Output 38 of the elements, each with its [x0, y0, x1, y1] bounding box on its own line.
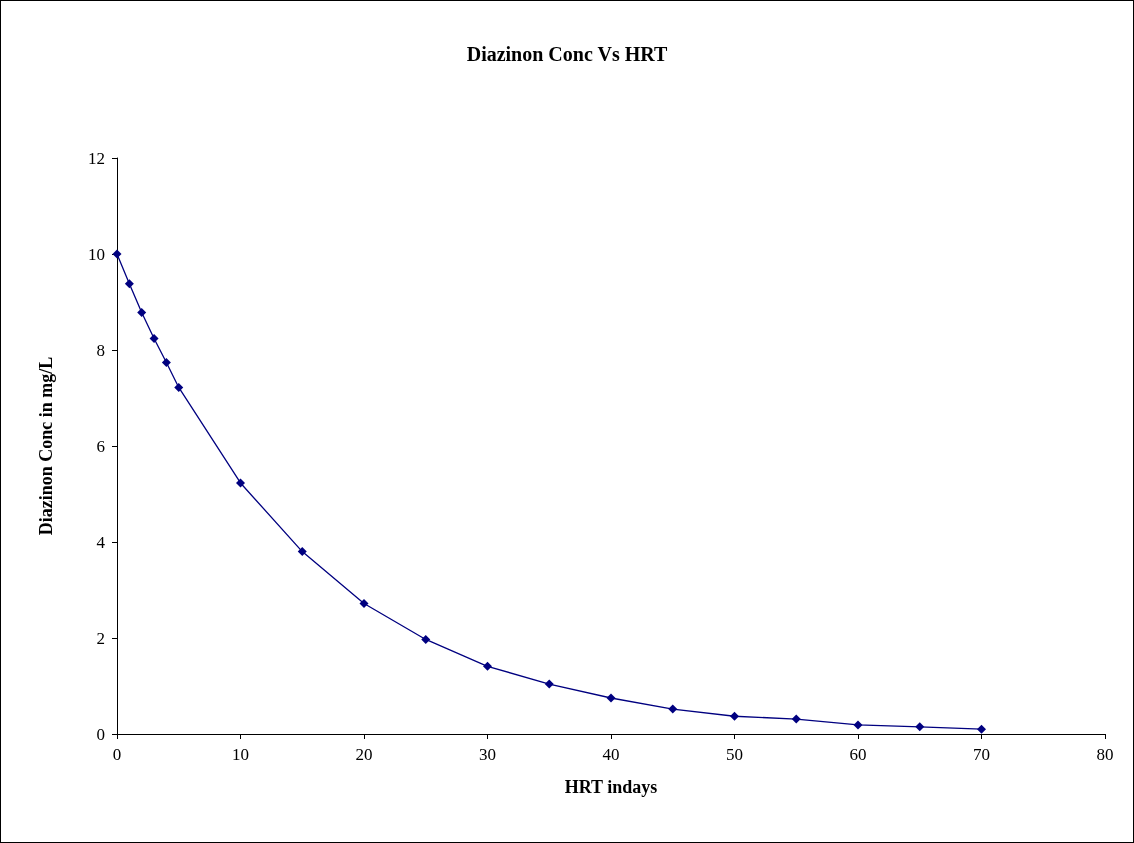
point	[161, 357, 171, 367]
point	[791, 714, 801, 724]
y-tick-label: 6	[96, 436, 105, 456]
x-tick-label: 80	[1096, 745, 1114, 764]
point	[977, 724, 986, 734]
point	[112, 249, 122, 259]
point	[297, 547, 307, 557]
y-tick-label: 4	[96, 532, 106, 552]
y-tick-label: 12	[88, 148, 105, 168]
point	[149, 333, 159, 343]
x-tick-label: 60	[849, 745, 867, 764]
point	[853, 720, 863, 730]
point	[544, 679, 554, 689]
point	[137, 308, 147, 318]
point	[606, 693, 616, 703]
point	[174, 382, 184, 392]
y-tick-label: 2	[96, 628, 105, 648]
y-tick-label: 0	[96, 724, 105, 744]
x-tick-label: 0	[112, 745, 122, 764]
point	[236, 478, 245, 488]
point	[359, 598, 369, 608]
point	[730, 711, 739, 721]
point	[483, 661, 492, 671]
point	[421, 634, 431, 644]
x-tick-label: 40	[602, 745, 620, 764]
x-axis-title: HRT indays	[564, 777, 658, 797]
x-tick-label: 70	[973, 745, 990, 764]
y-tick-label: 8	[96, 340, 105, 360]
x-tick-label: 20	[355, 745, 373, 764]
y-axis-title: Diazinon Conc in mg/L	[36, 356, 56, 536]
x-tick-label: 10	[232, 745, 249, 764]
x-tick-label: 50	[726, 745, 743, 764]
point	[124, 279, 134, 289]
chart-title: Diazinon Conc Vs HRT	[466, 43, 668, 65]
x-tick-label: 30	[479, 745, 496, 764]
point	[915, 722, 925, 732]
y-tick-label: 10	[88, 244, 105, 264]
point	[668, 704, 678, 714]
